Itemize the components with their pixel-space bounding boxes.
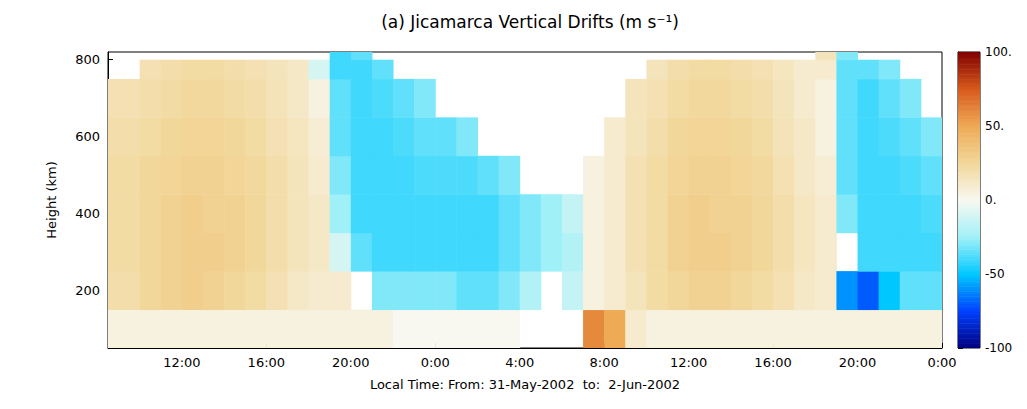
svg-text:200: 200 [75,283,100,298]
svg-text:0.: 0. [985,193,996,207]
svg-text:(a) Jicamarca Vertical Drifts: (a) Jicamarca Vertical Drifts (m s⁻¹) [381,12,679,32]
svg-text:12:00: 12:00 [163,355,200,370]
svg-text:4:00: 4:00 [505,355,534,370]
svg-text:16:00: 16:00 [248,355,285,370]
svg-text:Local Time: From: 31-May-2002: Local Time: From: 31-May-2002 to: 2-Jun-… [370,377,680,392]
svg-text:400: 400 [75,206,100,221]
svg-text:-100: -100 [985,341,1012,355]
svg-text:800: 800 [75,52,100,67]
svg-text:50.: 50. [985,119,1004,133]
svg-text:100.: 100. [985,45,1012,59]
svg-text:12:00: 12:00 [670,355,707,370]
svg-text:8:00: 8:00 [590,355,619,370]
svg-text:16:00: 16:00 [754,355,791,370]
svg-text:20:00: 20:00 [839,355,876,370]
svg-text:0:00: 0:00 [927,355,956,370]
svg-text:-50: -50 [985,267,1005,281]
svg-text:Height (km): Height (km) [44,161,59,238]
svg-text:20:00: 20:00 [332,355,369,370]
svg-text:600: 600 [75,129,100,144]
svg-text:0:00: 0:00 [421,355,450,370]
